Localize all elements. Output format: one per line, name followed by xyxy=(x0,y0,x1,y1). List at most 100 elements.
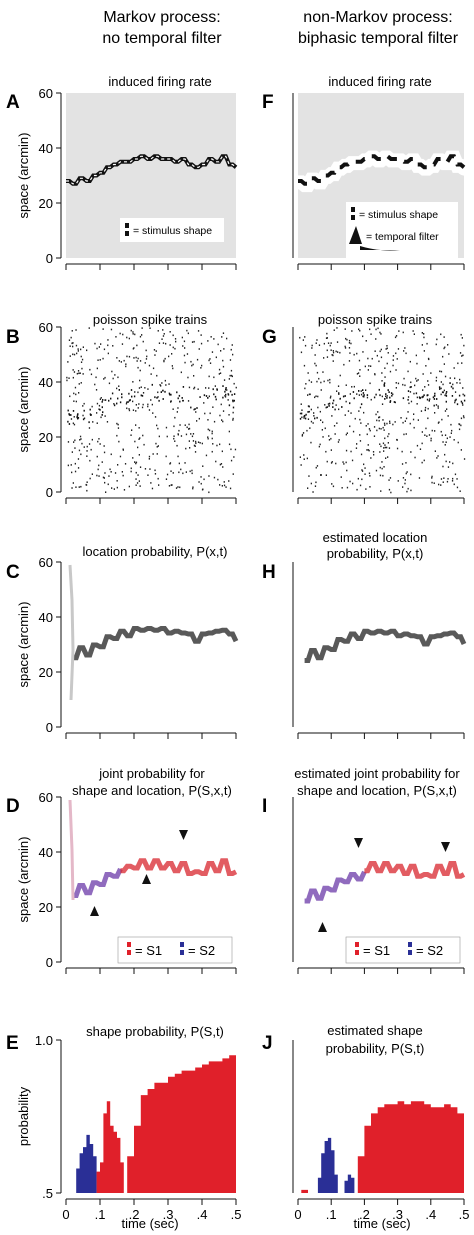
spike-dot xyxy=(147,403,149,406)
panel-d-arrowhead-1 xyxy=(90,906,99,916)
spike-dot xyxy=(338,439,340,441)
panel-g-spike-raster xyxy=(299,327,466,494)
spike-dot xyxy=(82,346,84,348)
spike-dot xyxy=(73,423,76,426)
spike-dot xyxy=(440,381,442,383)
spike-dot xyxy=(122,474,124,477)
spike-dot xyxy=(444,434,447,436)
spike-dot xyxy=(172,408,174,410)
col2-title-line2: biphasic temporal filter xyxy=(298,30,459,47)
spike-dot xyxy=(79,435,82,438)
spike-dot xyxy=(444,394,446,397)
spike-dot xyxy=(309,393,311,396)
spike-dot xyxy=(338,393,340,395)
spike-dot xyxy=(165,342,167,345)
spike-dot xyxy=(223,348,225,350)
spike-dot xyxy=(410,473,412,476)
spike-dot xyxy=(201,442,203,445)
spike-dot xyxy=(460,424,462,427)
spike-dot xyxy=(207,419,209,421)
spike-dot xyxy=(387,352,389,354)
spike-dot xyxy=(171,353,173,355)
spike-dot xyxy=(371,357,373,360)
spike-dot xyxy=(120,361,122,363)
spike-dot xyxy=(358,410,360,412)
spike-dot xyxy=(72,422,74,425)
spike-dot xyxy=(98,475,100,477)
spike-dot xyxy=(98,408,100,410)
spike-dot xyxy=(141,406,144,409)
spike-dot xyxy=(324,427,326,430)
spike-dot xyxy=(156,396,158,399)
spike-dot xyxy=(353,353,355,356)
left-r3-y-tick-label: 40 xyxy=(39,610,53,625)
spike-dot xyxy=(72,342,74,344)
spike-dot xyxy=(135,410,137,412)
spike-dot xyxy=(110,471,112,473)
spike-dot xyxy=(405,462,407,464)
spike-dot xyxy=(168,383,170,385)
spike-dot xyxy=(346,486,349,489)
spike-dot xyxy=(209,358,211,360)
spike-dot xyxy=(88,427,91,429)
spike-dot xyxy=(436,398,438,400)
spike-dot xyxy=(123,489,126,491)
spike-dot xyxy=(351,459,354,462)
spike-dot xyxy=(68,413,70,415)
spike-dot xyxy=(192,440,195,442)
spike-dot xyxy=(125,402,128,405)
spike-dot xyxy=(312,422,314,424)
spike-dot xyxy=(440,333,442,336)
spike-dot xyxy=(307,487,309,489)
spike-dot xyxy=(451,395,454,397)
spike-dot xyxy=(454,401,456,404)
spike-dot xyxy=(303,454,305,456)
spike-dot xyxy=(212,406,214,408)
spike-dot xyxy=(68,377,70,379)
spike-dot xyxy=(421,431,423,433)
spike-dot xyxy=(359,434,361,436)
spike-dot xyxy=(153,349,156,351)
panel-e-x-tick-label: 0 xyxy=(62,1207,69,1222)
spike-dot xyxy=(449,461,451,463)
spike-dot xyxy=(397,480,399,482)
spike-dot xyxy=(388,447,391,449)
spike-dot xyxy=(459,378,461,381)
spike-dot xyxy=(313,415,315,417)
spike-dot xyxy=(83,417,86,420)
spike-dot xyxy=(200,367,202,369)
spike-dot xyxy=(224,390,226,393)
spike-dot xyxy=(354,417,356,420)
spike-dot xyxy=(386,446,388,449)
spike-dot xyxy=(185,447,187,450)
spike-dot xyxy=(82,405,84,407)
spike-dot xyxy=(443,477,445,479)
spike-dot xyxy=(410,386,412,388)
spike-dot xyxy=(144,362,146,364)
spike-dot xyxy=(389,396,391,399)
spike-dot xyxy=(379,451,381,453)
spike-dot xyxy=(229,374,231,377)
spike-dot xyxy=(356,443,358,445)
spike-dot xyxy=(107,483,109,486)
spike-dot xyxy=(323,357,325,359)
spike-dot xyxy=(330,462,333,464)
spike-dot xyxy=(444,410,447,412)
spike-dot xyxy=(75,400,77,403)
spike-dot xyxy=(306,457,308,460)
spike-dot xyxy=(135,356,137,359)
spike-dot xyxy=(197,388,199,390)
spike-dot xyxy=(314,485,317,487)
spike-dot xyxy=(373,453,375,456)
spike-dot xyxy=(302,432,305,434)
spike-dot xyxy=(192,363,194,366)
spike-dot xyxy=(128,337,130,340)
spike-dot xyxy=(313,412,315,414)
spike-dot xyxy=(107,339,109,341)
spike-dot xyxy=(379,350,381,353)
spike-dot xyxy=(382,442,385,445)
spike-dot xyxy=(316,465,319,467)
spike-dot xyxy=(406,471,408,473)
spike-dot xyxy=(86,349,88,352)
spike-dot xyxy=(380,490,382,492)
